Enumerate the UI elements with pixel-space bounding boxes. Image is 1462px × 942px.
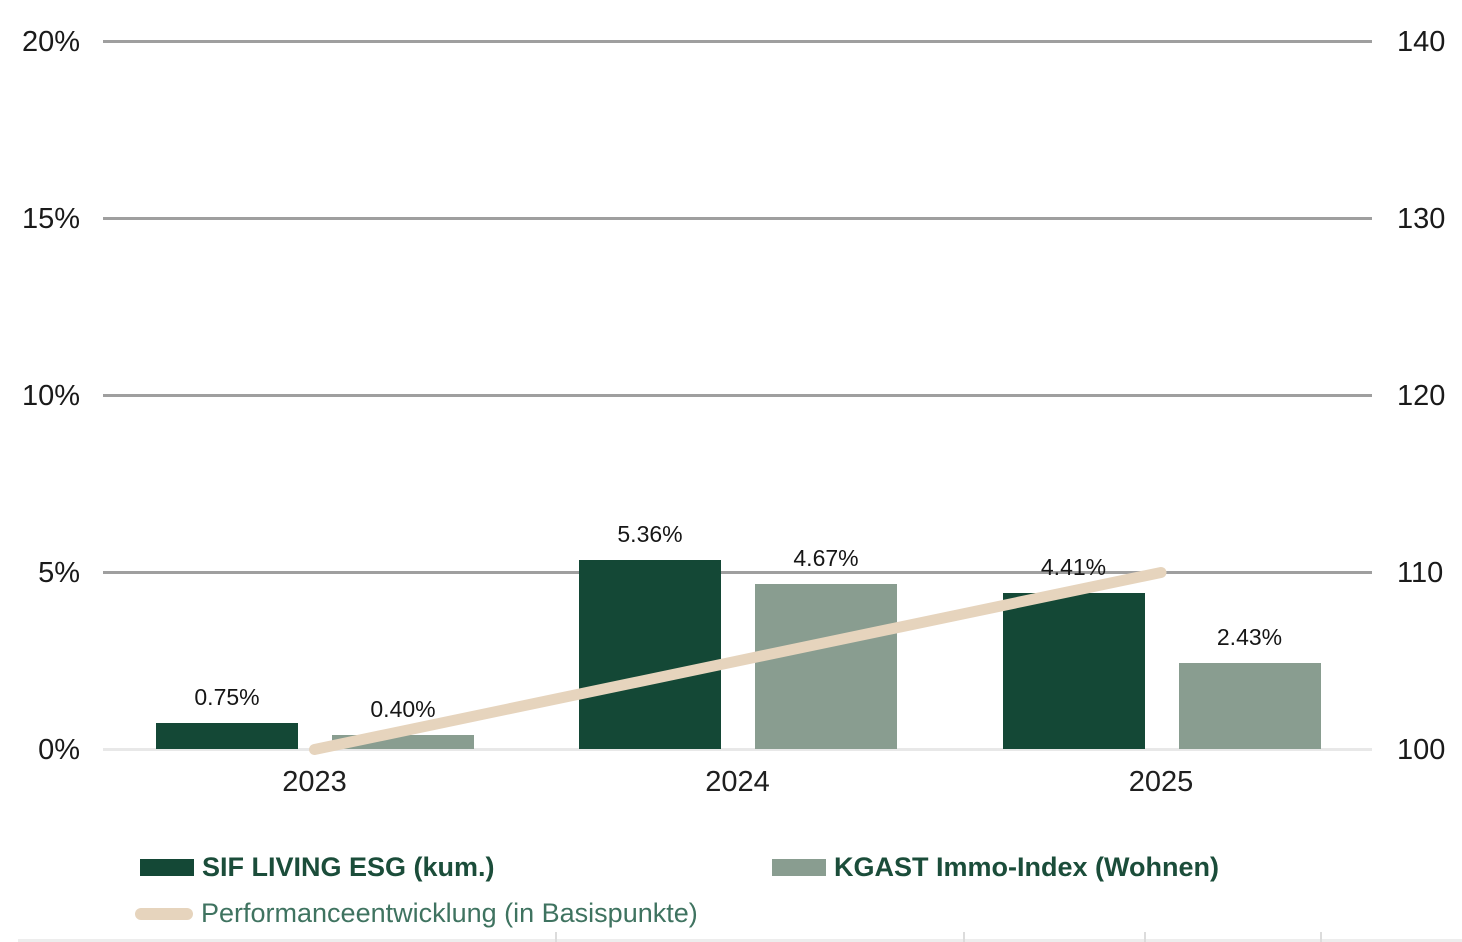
left-axis-tick: 0% (38, 733, 80, 766)
bottom-edge-tick (555, 932, 557, 942)
bottom-edge-tick (1320, 932, 1322, 942)
bottom-edge-artifact (18, 939, 1462, 942)
left-axis-tick: 10% (21, 379, 80, 412)
bar-2024-series0 (579, 559, 721, 750)
bar-value-label: 2.43% (1216, 624, 1283, 651)
bar-value-label: 4.41% (1040, 554, 1107, 581)
gridline-15% (103, 217, 1372, 220)
bar-value-label: 0.75% (194, 683, 260, 710)
right-axis-tick: 100 (1397, 733, 1446, 766)
right-axis-tick: 110 (1397, 556, 1444, 589)
bottom-edge-tick (1144, 932, 1146, 942)
right-axis-tick: 120 (1397, 379, 1446, 412)
bar-value-label: 0.40% (370, 696, 436, 723)
right-axis-tick: 140 (1397, 25, 1446, 58)
gridline-20% (103, 40, 1372, 43)
bar-2023-series0 (156, 722, 298, 750)
x-axis-label-2025: 2025 (1128, 766, 1194, 798)
left-axis-tick: 15% (21, 202, 80, 235)
left-axis-tick: 20% (21, 25, 80, 58)
bar-value-label: 4.67% (793, 545, 859, 572)
gridline-0% (103, 748, 1372, 751)
gridline-5% (103, 571, 1372, 574)
x-axis-label-2023: 2023 (282, 766, 347, 798)
right-axis-tick: 130 (1397, 202, 1446, 235)
bar-2025-series1 (1178, 663, 1321, 750)
left-axis-tick: 5% (38, 556, 80, 589)
bar-value-label: 5.36% (617, 520, 683, 547)
bar-2025-series0 (1002, 593, 1145, 750)
gridline-10% (103, 394, 1372, 397)
bottom-edge-tick (963, 932, 965, 942)
bar-2024-series1 (755, 584, 897, 750)
x-axis-label-2024: 2024 (705, 766, 770, 798)
